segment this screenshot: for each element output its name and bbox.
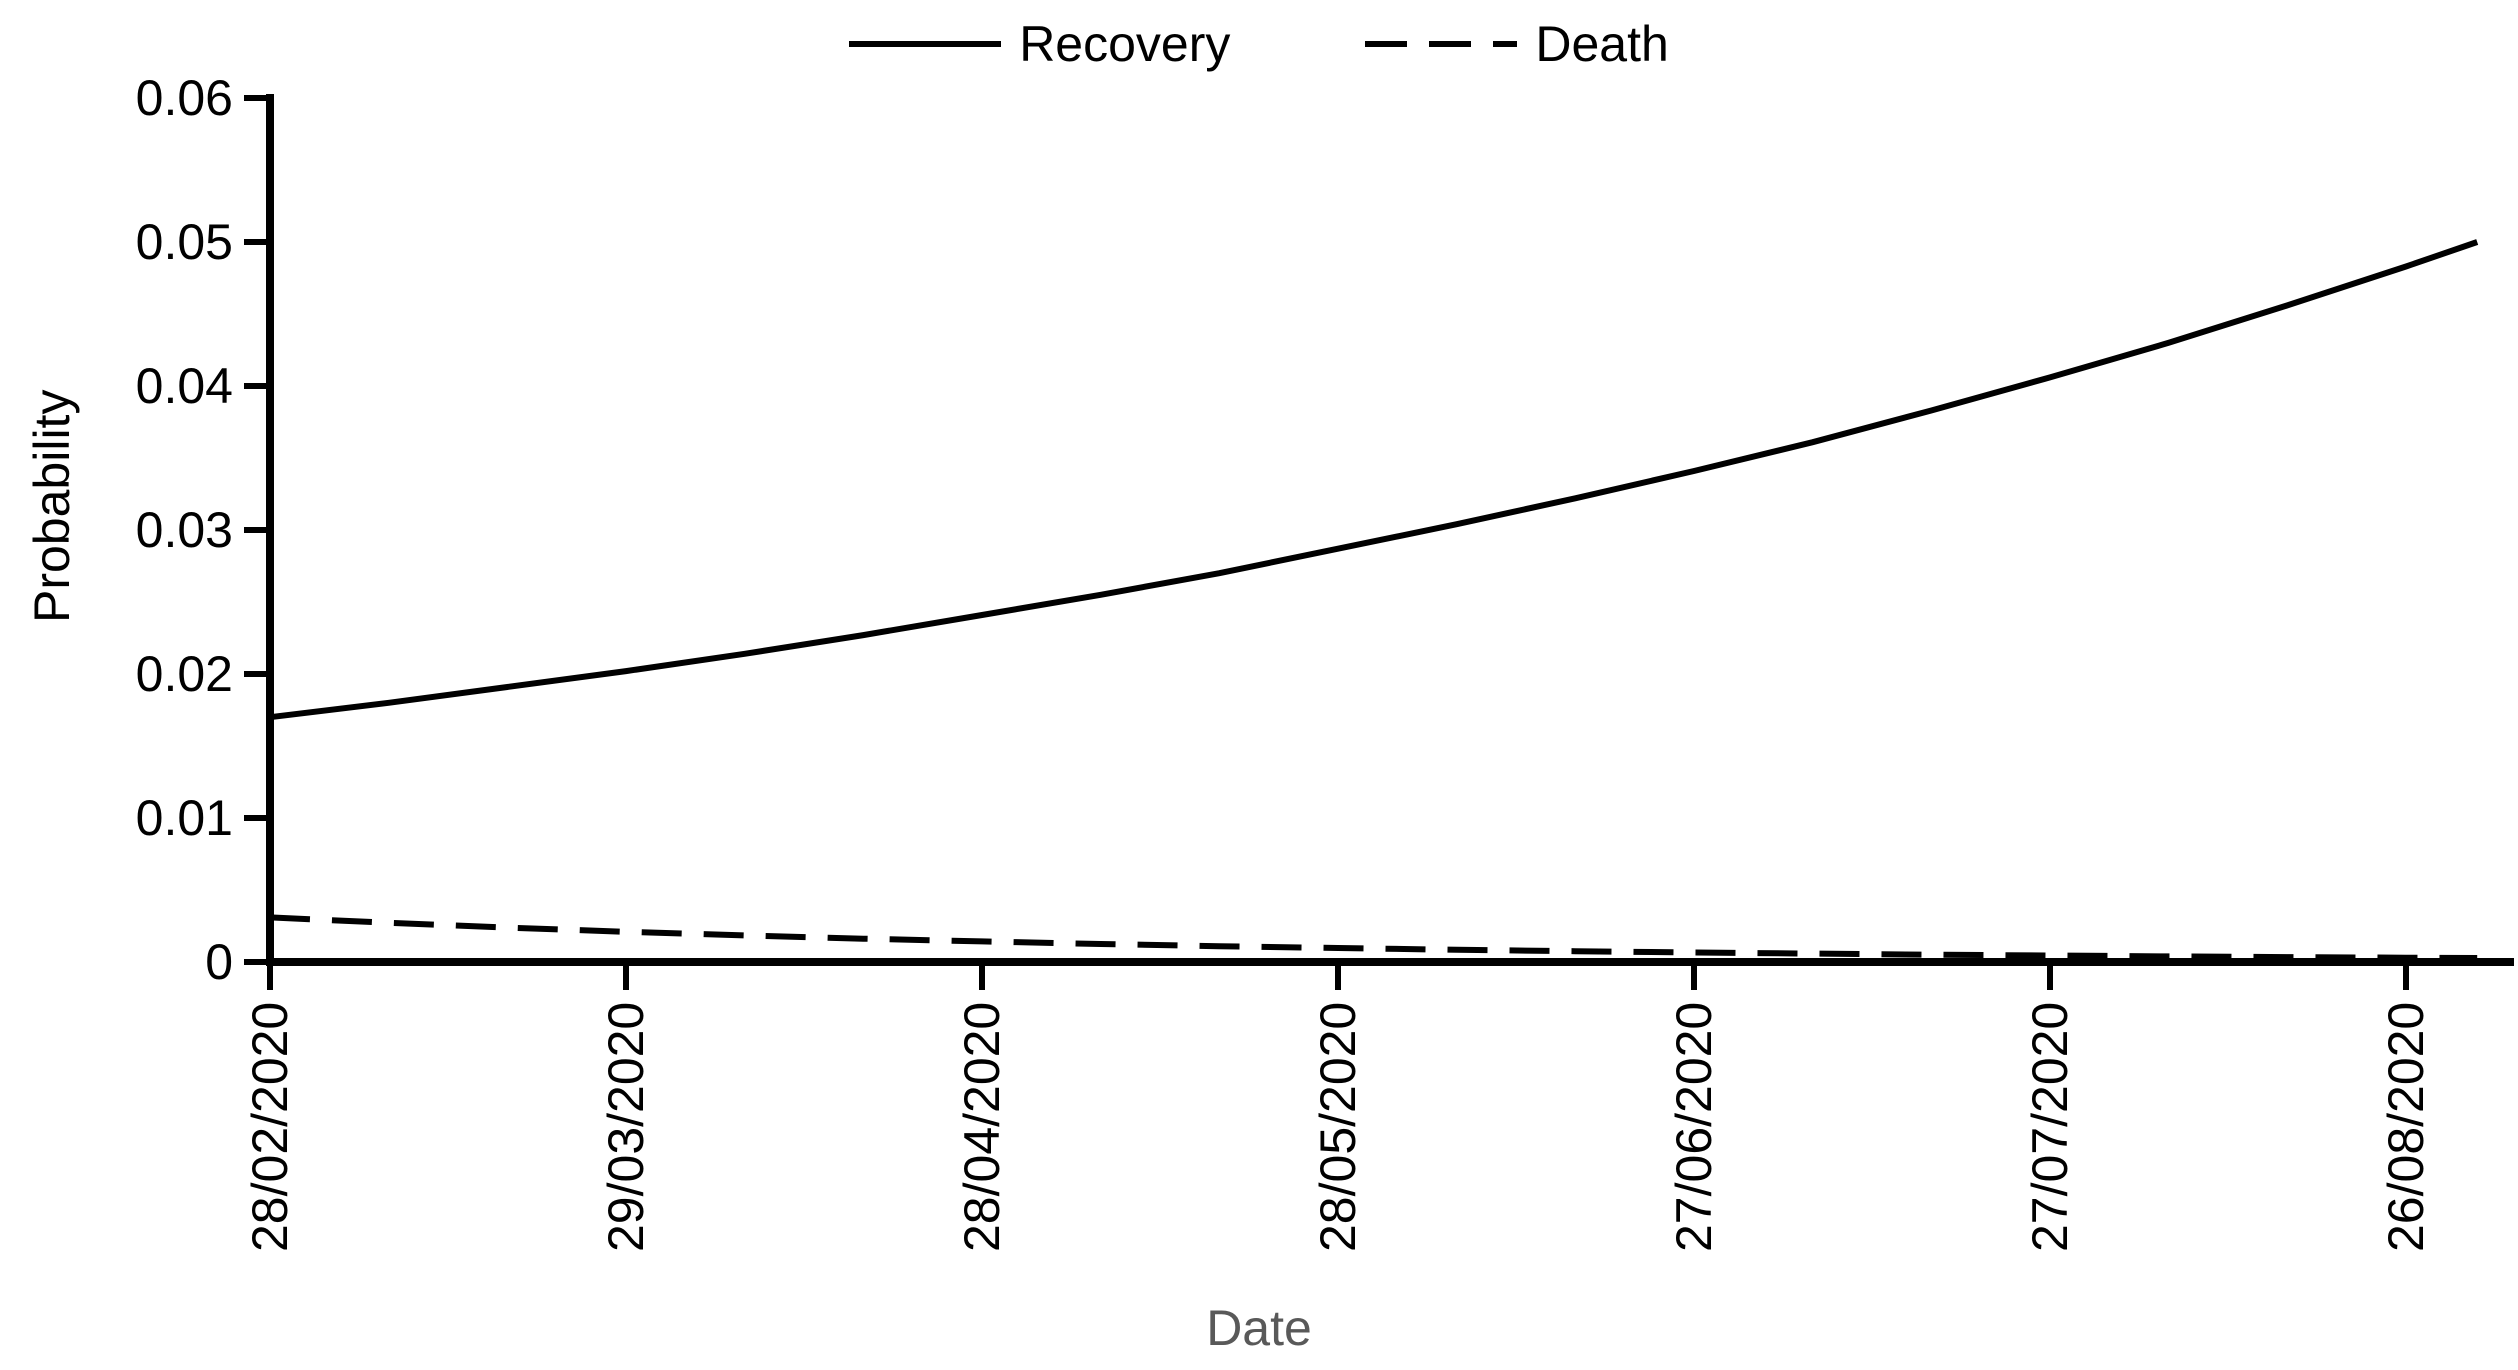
y-tick-label: 0.06 — [135, 70, 233, 126]
death-series-line — [269, 914, 2478, 961]
chart-legend: Recovery Death — [0, 14, 2518, 74]
x-tick-label: 27/06/2020 — [1666, 1001, 1722, 1252]
legend-solid-line-swatch — [849, 41, 1002, 47]
recovery-series-line — [269, 239, 2479, 721]
y-tick-label: 0.05 — [135, 214, 233, 270]
legend-item-recovery: Recovery — [849, 14, 1230, 74]
x-tick-label: 28/04/2020 — [954, 1001, 1010, 1252]
y-tick-label: 0.01 — [135, 790, 233, 846]
legend-label-recovery: Recovery — [1019, 16, 1231, 72]
legend-item-death: Death — [1365, 14, 1669, 74]
y-tick-label: 0.03 — [135, 502, 233, 558]
legend-label-death: Death — [1535, 16, 1669, 72]
y-tick-label: 0 — [205, 934, 233, 990]
x-axis-title: Date — [1206, 1300, 1312, 1356]
x-tick-label: 27/07/2020 — [2022, 1001, 2078, 1252]
x-tick-label: 26/08/2020 — [2378, 1001, 2434, 1252]
y-tick-label: 0.02 — [135, 646, 233, 702]
x-tick-label: 28/02/2020 — [242, 1001, 298, 1252]
x-tick-label: 28/05/2020 — [1310, 1001, 1366, 1252]
x-tick-label: 29/03/2020 — [598, 1001, 654, 1252]
legend-dashed-line-swatch — [1365, 41, 1518, 47]
y-tick-label: 0.04 — [135, 358, 233, 414]
